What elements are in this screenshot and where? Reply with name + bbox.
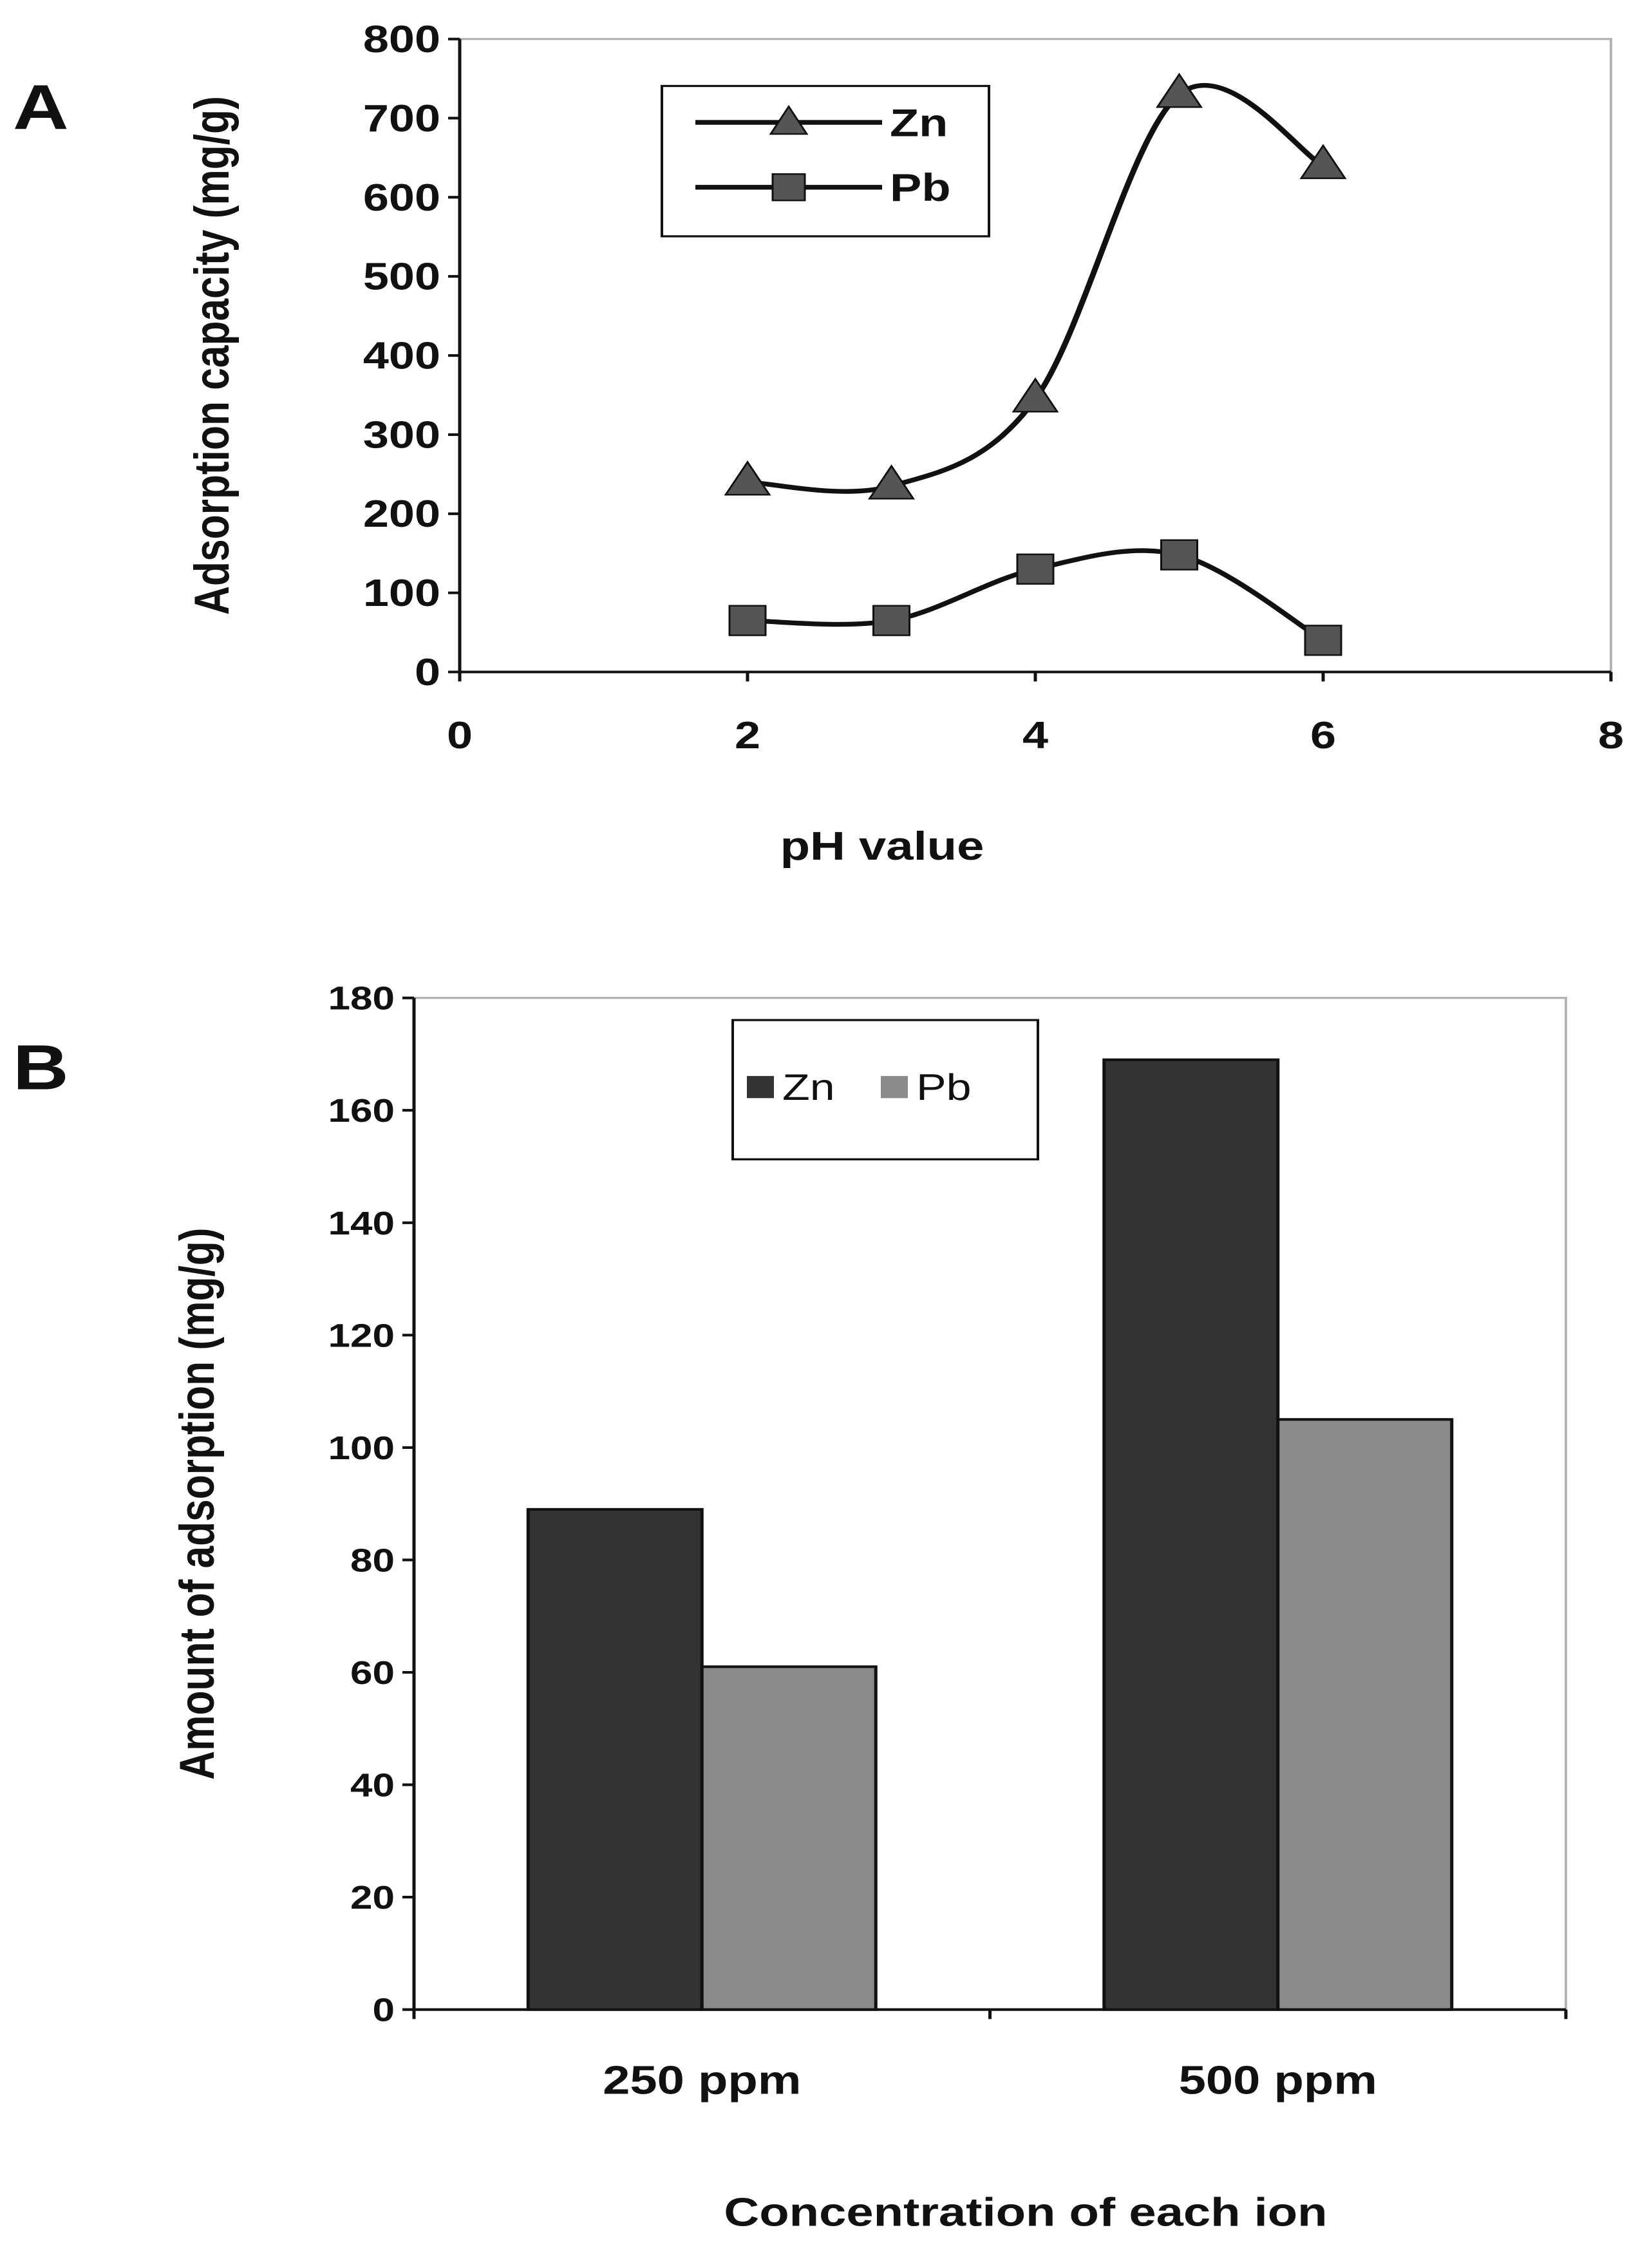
series-pb-point [872,605,910,636]
legend-zn-bar-label: Zn [782,1066,835,1108]
panel-a-y-tick-label: 800 [363,17,440,60]
panel-b-y-tick-label: 180 [328,981,395,1017]
panel-b-y-tick-label: 0 [373,1992,395,2028]
panel-b-y-label: Amount of adsorption (mg/g) [169,1227,224,1779]
panel-b-x-label: Concentration of each ion [724,2189,1327,2235]
bar-zn-1 [1102,1058,1280,2011]
legend-pb-label: Pb [890,166,951,209]
panel-b-y-tick-label: 100 [328,1430,395,1466]
panel-a-legend: Zn Pb [661,84,990,238]
panel-a-y-tick-label: 100 [363,571,440,614]
panel-b-y-tick-label: 160 [328,1093,395,1129]
panel-a-y-label: Adsorption capacity (mg/g) [184,96,239,615]
panel-a-y-tick-label: 600 [363,176,440,218]
panel-a-x-ticks: 0 2 4 6 8 [447,672,1624,757]
panel-b-y-tick-label: 60 [350,1655,395,1691]
panel-a-x-tick-label: 4 [1022,713,1048,756]
panel-a-y-tick-label: 700 [363,97,440,139]
panel-b-letter: B [13,1033,69,1103]
panel-a-x-tick-label: 8 [1598,713,1624,756]
panel-a-y-ticks: 0 100 200 300 400 500 600 700 800 [363,17,460,694]
panel-a-x-label: pH value [780,824,984,869]
legend-zn-swatch [747,1075,774,1099]
panel-b-y-tick-label: 40 [350,1768,395,1804]
panel-a-y-tick-label: 200 [363,492,440,534]
panel-a-series [724,72,1347,656]
panel-b-y-tick-label: 120 [328,1318,395,1354]
panel-b-x-ticks: 250 ppm 500 ppm [412,2009,1568,2103]
panel-b-y-tick-label: 140 [328,1205,395,1242]
bar-pb-0 [700,1665,878,2011]
legend-pb-square-icon [771,173,806,202]
panel-a: A 0 100 200 300 400 500 600 700 800 0 2 4 6 8 pH val… [13,17,1624,868]
panel-a-y-tick-label: 400 [363,334,440,377]
panel-a-y-tick-label: 500 [363,255,440,298]
bar-pb-1 [1276,1418,1454,2011]
panel-a-letter: A [13,73,69,143]
series-zn-point [867,464,916,500]
panel-b-x-tick-label: 500 ppm [1179,2057,1377,2103]
panel-b-y-ticks: 0 20 40 60 80 100 120 140 160 180 [328,981,414,2028]
panel-a-x-tick-label: 0 [447,713,473,756]
panel-b-legend: Zn Pb [731,1019,1039,1160]
panel-b-y-tick-label: 20 [350,1880,395,1916]
series-zn-point [1299,144,1347,180]
panel-a-legend-box [661,84,990,238]
panel-a-x-tick-label: 6 [1310,713,1336,756]
series-zn-point [1155,72,1203,108]
series-zn-point [724,460,771,496]
series-pb-point [1304,625,1342,656]
legend-zn-triangle-icon [769,104,809,135]
series-zn-line [747,82,1325,494]
panel-b-x-tick-label: 250 ppm [603,2057,801,2103]
series-pb-point [1016,553,1055,585]
series-pb-point [728,605,767,636]
series-pb-point [1160,539,1198,571]
panel-a-y-tick-label: 0 [415,650,440,693]
panel-b-y-tick-label: 80 [350,1543,395,1579]
panel-b-bars [526,1058,1454,2011]
series-zn-point [1012,377,1059,413]
panel-a-x-tick-label: 2 [735,713,760,756]
panel-b: B 0 20 40 60 80 100 120 140 160 180 250 ppm 500 pp… [13,981,1568,2235]
panel-a-y-tick-label: 300 [363,413,440,456]
legend-pb-bar-label: Pb [916,1066,972,1108]
legend-pb-swatch [881,1075,908,1099]
bar-zn-0 [526,1507,704,2011]
legend-zn-label: Zn [890,102,948,145]
